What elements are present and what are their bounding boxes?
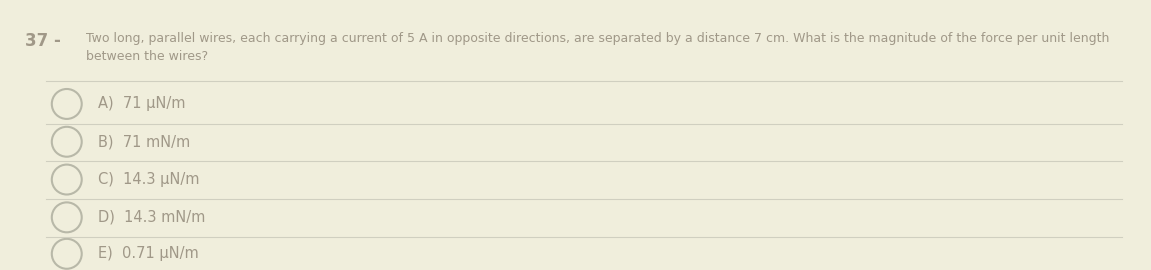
Text: E)  0.71 μN/m: E) 0.71 μN/m: [98, 246, 199, 261]
Text: C)  14.3 μN/m: C) 14.3 μN/m: [98, 172, 199, 187]
Text: A)  71 μN/m: A) 71 μN/m: [98, 96, 185, 112]
Text: D)  14.3 mN/m: D) 14.3 mN/m: [98, 210, 205, 225]
Text: Two long, parallel wires, each carrying a current of 5 A in opposite directions,: Two long, parallel wires, each carrying …: [86, 32, 1110, 63]
Text: B)  71 mN/m: B) 71 mN/m: [98, 134, 190, 149]
Text: 37 -: 37 -: [25, 32, 61, 50]
